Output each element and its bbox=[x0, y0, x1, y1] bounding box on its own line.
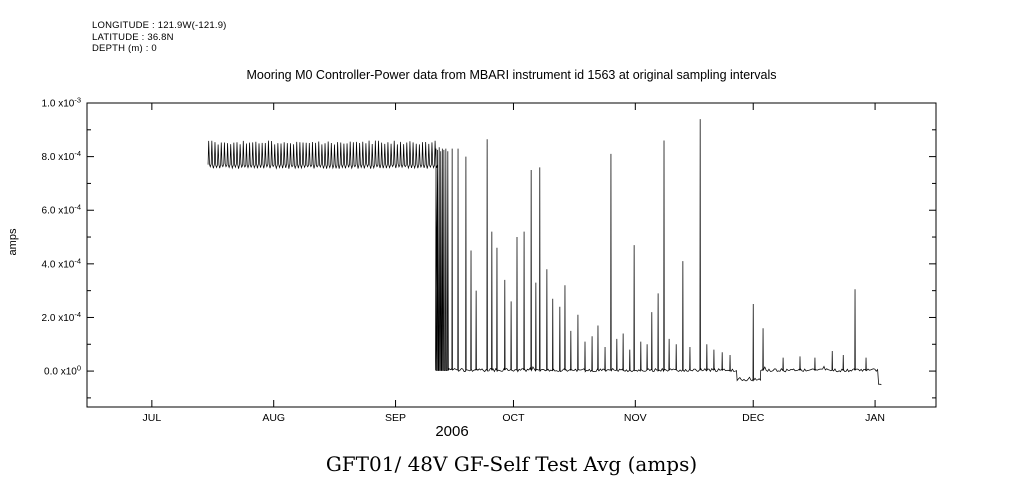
x-tick-label: SEP bbox=[385, 412, 406, 424]
plot-frame bbox=[86, 102, 937, 408]
x-tick-label: OCT bbox=[502, 412, 525, 424]
y-tick-label: 1.0 x10-3 bbox=[42, 96, 81, 110]
x-axis-year-label: 2006 bbox=[435, 423, 469, 440]
y-axis-label: amps bbox=[7, 228, 19, 256]
x-tick-label: JUL bbox=[143, 412, 162, 424]
axis-labels: 0.0 x100 2.0 x10-4 4.0 x10-4 6.0 x10-4 8.0 x… bbox=[42, 96, 885, 425]
depth-label: DEPTH (m) : 0 bbox=[92, 43, 157, 54]
y-tick-label: 8.0 x10-4 bbox=[42, 149, 81, 163]
y-tick-label: 2.0 x10-4 bbox=[42, 310, 81, 324]
latitude-label: LATITUDE : 36.8N bbox=[92, 31, 174, 43]
x-tick-label: NOV bbox=[624, 412, 647, 424]
data-series-line bbox=[207, 119, 882, 386]
x-tick-label: DEC bbox=[742, 412, 765, 424]
y-tick-label: 0.0 x100 bbox=[44, 364, 81, 378]
axes bbox=[86, 102, 937, 408]
x-tick-label: JAN bbox=[865, 412, 885, 424]
y-tick-label: 4.0 x10-4 bbox=[42, 256, 81, 270]
series-title: GFT01/ 48V GF-Self Test Avg (amps) bbox=[325, 452, 698, 476]
y-tick-label: 6.0 x10-4 bbox=[42, 203, 81, 217]
x-tick-label: AUG bbox=[262, 412, 285, 424]
metadata-block: LONGITUDE : 121.9W(-121.9) LATITUDE : 36… bbox=[92, 20, 227, 55]
longitude-label: LONGITUDE : 121.9W(-121.9) bbox=[92, 20, 227, 31]
chart-title: Mooring M0 Controller-Power data from MB… bbox=[246, 68, 777, 82]
